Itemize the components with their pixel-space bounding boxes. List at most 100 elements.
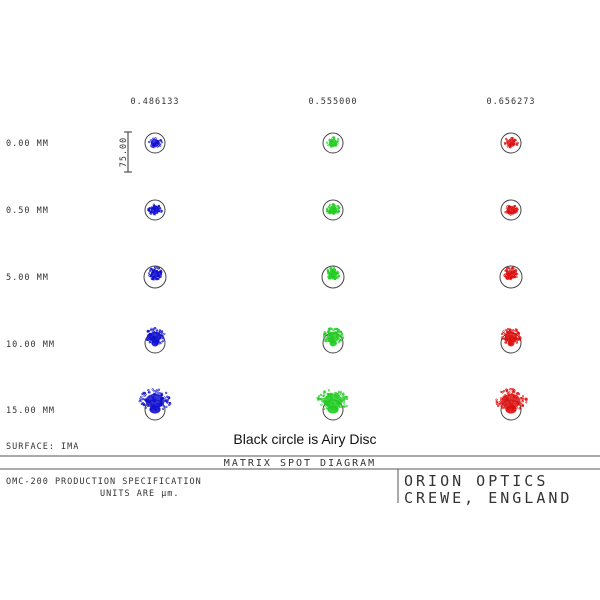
field-label-2: 0.50 MM — [6, 206, 49, 216]
ray-mark — [143, 403, 146, 407]
ray-mark — [165, 400, 168, 403]
spot-blue-field-4 — [144, 326, 166, 354]
ray-mark — [500, 405, 503, 408]
airy-disc-circle — [322, 132, 344, 154]
ray-mark — [328, 339, 331, 342]
ray-mark — [163, 396, 166, 399]
ray-mark — [334, 395, 337, 398]
spot-green-field-1 — [322, 132, 344, 154]
ray-mark — [515, 142, 519, 145]
ray-mark — [506, 267, 509, 270]
ray-mark — [156, 205, 159, 208]
ray-mark — [520, 397, 523, 400]
ray-mark — [322, 336, 325, 339]
ray-mark — [500, 397, 503, 400]
ray-mark — [327, 270, 330, 273]
ray-mark — [336, 400, 339, 403]
ray-mark — [159, 330, 162, 333]
ray-mark — [506, 397, 509, 400]
ray-mark — [502, 397, 505, 400]
ray-mark — [146, 338, 150, 342]
ray-mark — [510, 141, 513, 144]
ray-mark — [152, 204, 156, 208]
ray-mark — [504, 141, 507, 145]
ray-mark — [515, 275, 518, 279]
ray-mark — [153, 208, 156, 211]
ray-mark — [149, 275, 152, 278]
ray-mark — [502, 332, 505, 335]
spot-red-field-5 — [495, 387, 528, 421]
ray-mark — [155, 337, 158, 340]
ray-mark — [332, 331, 336, 334]
ray-mark — [148, 207, 151, 210]
ray-mark — [495, 401, 499, 404]
ray-mark — [328, 330, 331, 333]
spot-grid — [138, 132, 528, 421]
ray-mark — [323, 390, 327, 394]
ray-mark — [504, 328, 507, 331]
ray-mark — [325, 337, 328, 340]
ray-mark — [514, 272, 517, 275]
ray-mark — [328, 328, 332, 331]
ray-mark — [319, 393, 323, 397]
ray-mark — [142, 391, 145, 394]
ray-mark — [153, 275, 156, 278]
ray-mark — [327, 276, 330, 279]
ray-mark — [151, 388, 154, 391]
ray-mark — [317, 397, 320, 400]
ray-mark — [345, 404, 348, 408]
ray-mark — [340, 338, 343, 342]
ray-mark — [142, 397, 145, 401]
airy-disc-circle — [321, 265, 345, 289]
field-label-4: 10.00 MM — [6, 340, 55, 350]
ray-mark — [329, 267, 332, 270]
ray-mark — [337, 340, 340, 344]
ray-mark — [506, 327, 510, 331]
ray-mark — [509, 328, 512, 331]
ray-mark — [145, 399, 148, 403]
ray-mark — [148, 272, 151, 275]
ray-mark — [343, 405, 346, 408]
ray-mark — [154, 326, 157, 330]
ray-mark — [510, 387, 513, 391]
ray-mark — [517, 334, 520, 337]
ray-mark — [140, 395, 143, 398]
ray-mark — [326, 209, 329, 212]
ray-mark — [509, 143, 512, 146]
ray-mark — [157, 333, 160, 336]
spot-red-field-1 — [500, 132, 522, 154]
spot-tail — [327, 405, 339, 414]
ray-mark — [510, 392, 514, 395]
ray-mark — [330, 336, 333, 339]
ray-mark — [154, 213, 157, 216]
ray-mark — [159, 207, 162, 210]
ray-mark — [512, 143, 515, 146]
ray-mark — [158, 392, 161, 395]
ray-mark — [511, 266, 514, 269]
ray-mark — [333, 207, 337, 210]
ray-mark — [162, 405, 165, 408]
ray-mark — [517, 392, 520, 395]
ray-mark — [505, 334, 508, 337]
field-label-5: 15.00 MM — [6, 406, 55, 416]
ray-mark — [161, 330, 164, 333]
ray-mark — [326, 339, 329, 342]
ray-mark — [328, 212, 331, 215]
ray-mark — [160, 341, 163, 344]
spot-blue-field-5 — [138, 388, 172, 421]
ray-mark — [515, 269, 518, 272]
ray-mark — [337, 210, 341, 213]
ray-mark — [509, 213, 512, 216]
ray-mark — [329, 144, 332, 147]
ray-mark — [150, 141, 153, 144]
ray-mark — [322, 394, 325, 398]
ray-mark — [333, 204, 336, 207]
ray-mark — [337, 138, 340, 141]
ray-mark — [160, 337, 163, 340]
field-label-1: 0.00 MM — [6, 139, 49, 149]
ray-mark — [508, 205, 511, 208]
spec-line-2: UNITS ARE µm. — [100, 489, 180, 499]
ray-mark — [504, 394, 507, 397]
ray-mark — [343, 402, 346, 405]
ray-mark — [148, 140, 151, 144]
